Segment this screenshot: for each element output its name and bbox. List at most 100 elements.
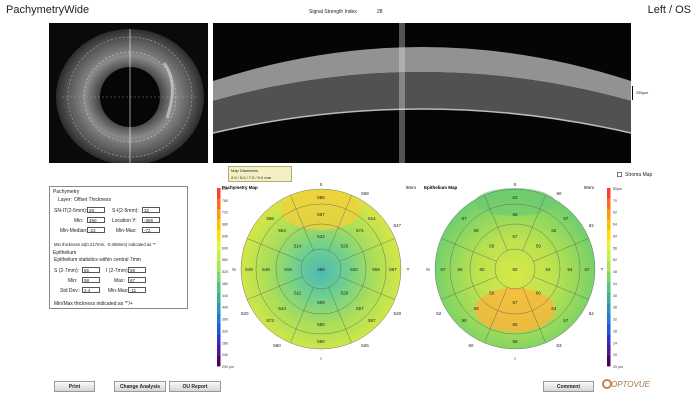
map-outermost-value: 526 xyxy=(361,343,369,348)
map-outer-value: 556 xyxy=(266,216,274,221)
pachy-scale-tick-label: 320 xyxy=(222,329,228,333)
oct-scan-image xyxy=(213,23,631,163)
map-superior-label: S xyxy=(513,182,516,187)
change-analysis-button[interactable]: Change Analysis xyxy=(114,381,166,392)
map-outer-value: 614 xyxy=(368,216,376,221)
epi-scale-tick-label: 56 xyxy=(613,246,617,250)
layer-label: Layer: xyxy=(58,197,72,203)
epi-scale-tick-label: 44 xyxy=(613,282,617,286)
pachy-scale-tick-label: 600 xyxy=(222,246,228,250)
pachy-scale-segment xyxy=(217,303,221,315)
pachy-scale-tick-label: 400 xyxy=(222,306,228,310)
iris-image xyxy=(49,23,208,163)
map-inner-value: 514 xyxy=(294,244,302,249)
pachymetry-map: 496 532 526 520 529 509 511 518 514 567 574 559 557 5… xyxy=(232,182,409,361)
epi-scale-tick-label: 36 xyxy=(613,306,617,310)
map-inner-value: 59 xyxy=(489,290,495,295)
epithelium-map-size: 9mm xyxy=(584,185,594,190)
map-ring xyxy=(300,248,342,290)
map-mid-value: 60 xyxy=(512,322,518,327)
min-thickness-note: Min thickness at(0.217mm, -0.368mm) indi… xyxy=(54,242,156,247)
map-outer-value: 57 xyxy=(440,267,446,272)
epi-scale-tick-label: 28 xyxy=(613,329,617,333)
stroma-map-checkbox[interactable] xyxy=(617,172,622,177)
pachy-scale-segment xyxy=(217,324,221,335)
epi-scale-tick-label: 60μm xyxy=(613,187,622,191)
epi-std-field: 2.4 xyxy=(82,287,100,293)
map-sector-line xyxy=(290,287,314,343)
epi-scale-segment xyxy=(607,313,611,325)
maps-area: 800 760 720 680 640 600 560 520 480 440 400 360 320 2… xyxy=(210,182,655,370)
map-inner-value: 59 xyxy=(536,244,542,249)
map-ring xyxy=(494,248,536,290)
map-sector-line xyxy=(533,276,589,300)
map-sector-line xyxy=(247,276,303,300)
map-center-value: 496 xyxy=(317,267,325,272)
eye-label: Left / OS xyxy=(647,4,691,16)
comment-button[interactable]: Comment xyxy=(543,381,594,392)
pachy-scale-tick-label: 200 μm xyxy=(222,365,234,369)
pachy-scale-tick-label: 640 xyxy=(222,234,228,238)
map-outermost-value: 62 xyxy=(589,311,595,316)
map-temporal-label: T xyxy=(601,267,604,272)
pachy-scale-segment xyxy=(217,240,221,252)
map-sector-line xyxy=(290,195,314,251)
epi-scale-tick-label: 32 xyxy=(613,318,617,322)
pachy-scale-segment xyxy=(217,188,221,199)
map-mid-value: 59 xyxy=(457,267,463,272)
map-outer-value: 58 xyxy=(512,339,518,344)
map-mid-value: 64 xyxy=(567,267,573,272)
pachy-scale-tick-label: 440 xyxy=(222,294,228,298)
epi-scale-segment xyxy=(607,271,611,283)
map-ring xyxy=(469,223,561,315)
map-inner-value: 529 xyxy=(341,290,349,295)
pachy-scale-segment xyxy=(217,313,221,325)
map-sector-line xyxy=(339,238,395,262)
pachy-scale-tick-label: 560 xyxy=(222,258,228,262)
print-button[interactable]: Print xyxy=(54,381,95,392)
map-mid-value: 59 xyxy=(474,306,480,311)
map-sector-line xyxy=(328,195,352,251)
map-sector-line xyxy=(441,276,497,300)
map-mid-value: 550 xyxy=(317,322,325,327)
map-inner-value: 58 xyxy=(489,244,495,249)
epi-max-field: 67 xyxy=(128,277,146,283)
map-inner-value: 511 xyxy=(294,290,302,295)
epithelium-map-title: Epithelium Map xyxy=(424,185,458,190)
map-inner-value: 518 xyxy=(284,267,292,272)
map-sector-line xyxy=(339,276,395,300)
epi-scale-tick-label: 70 xyxy=(613,199,617,203)
map-outer-value: 572 xyxy=(266,318,274,323)
field-label: Min: xyxy=(74,218,84,224)
field-label: I (2-7mm): xyxy=(106,268,130,274)
map-outermost-value: 62 xyxy=(436,311,442,316)
epi-scale-segment xyxy=(607,250,611,262)
min-field: 490 xyxy=(87,217,105,223)
ou-report-button[interactable]: OU Report xyxy=(169,381,221,392)
pachymetry-map-title: Pachymetry Map xyxy=(222,185,258,190)
epi-scale-segment xyxy=(607,345,611,356)
epi-scale-tick-label: 60 xyxy=(613,234,617,238)
epi-scale-segment xyxy=(607,198,611,210)
pachy-scale-segment xyxy=(217,271,221,283)
map-ring xyxy=(449,203,581,335)
map-inner-value: 64 xyxy=(545,267,551,272)
field-label: S (2-7mm): xyxy=(54,268,79,274)
pachymetry-map-size: 9mm xyxy=(406,185,416,190)
pachy-scale-segment xyxy=(217,208,221,220)
pachy-scale-tick-label: 720 xyxy=(222,211,228,215)
epi-scale-segment xyxy=(607,229,611,241)
pachy-scale-segment xyxy=(217,219,221,231)
pachy-scale-tick-label: 480 xyxy=(222,282,228,286)
map-outermost-value: 520 xyxy=(241,311,249,316)
ssi-label: Signal Strength Index xyxy=(309,9,357,15)
field-label: Min-Max: xyxy=(116,228,137,234)
map-sector-line xyxy=(247,238,303,262)
epi-s-field: 55 xyxy=(82,267,100,273)
epi-scale-tick-label: 64 xyxy=(613,223,617,227)
map-inner-value: 532 xyxy=(317,234,325,239)
field-label: SN-IT(2-5mm): xyxy=(54,208,88,214)
map-outer-value: 560 xyxy=(317,339,325,344)
map-ring xyxy=(240,188,402,350)
location-y-field: -369 xyxy=(142,217,160,223)
